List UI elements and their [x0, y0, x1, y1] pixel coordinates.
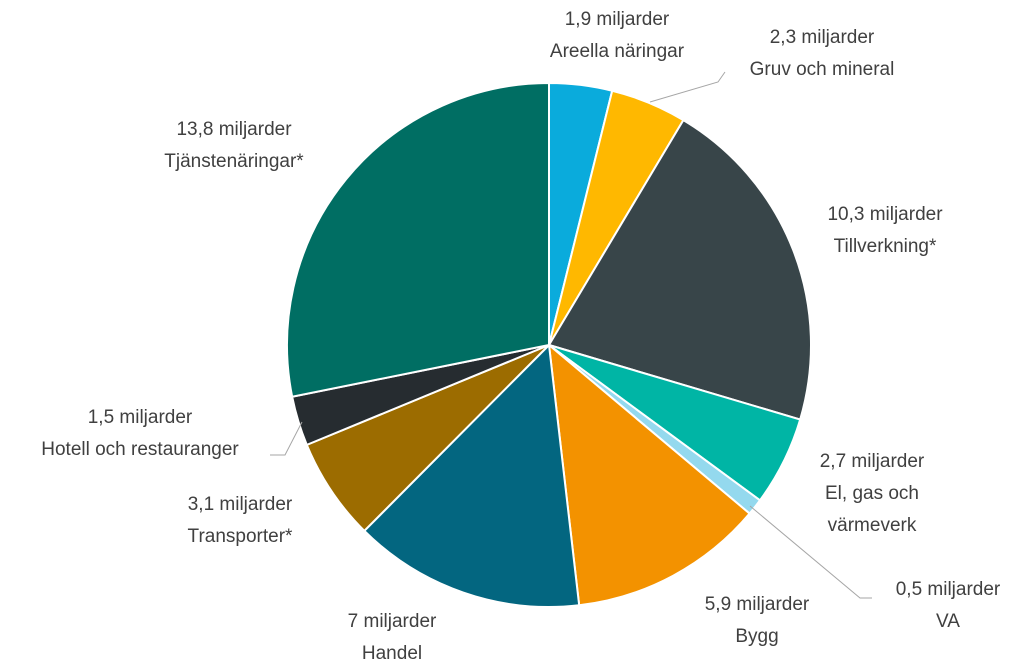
leader-line: [749, 505, 872, 599]
value-label: 0,5 miljarder: [895, 579, 1001, 600]
leader-line: [270, 421, 303, 456]
data-label: 2,7 miljarder El, gas och värmeverk: [797, 446, 947, 542]
value-label: 2,7 miljarder: [819, 451, 925, 472]
category-label: Gruv och mineral: [749, 59, 895, 80]
pie-slice: [547, 342, 751, 607]
category-label: Hotell och restauranger: [41, 439, 239, 460]
data-label: 2,3 miljarder Gruv och mineral: [692, 22, 952, 86]
value-label: 7 miljarder: [347, 611, 437, 632]
category-label: VA: [936, 611, 960, 632]
value-label: 1,9 miljarder: [564, 9, 670, 30]
value-label: 13,8 miljarder: [176, 119, 292, 140]
category-label: El, gas och värmeverk: [825, 483, 919, 536]
category-label: Tillverkning*: [833, 236, 937, 257]
leader-line: [649, 71, 726, 103]
data-label: 5,9 miljarder Bygg: [657, 589, 857, 653]
data-label: 7 miljarder Handel: [292, 606, 492, 670]
value-label: 1,5 miljarder: [87, 407, 193, 428]
value-label: 2,3 miljarder: [769, 27, 875, 48]
data-label: 3,1 miljarder Transporter*: [140, 489, 340, 553]
data-label: 10,3 miljarder Tillverkning*: [755, 199, 1015, 263]
data-label: 0,5 miljarder VA: [848, 574, 1019, 638]
data-label: 1,9 miljarder Areella näringar: [487, 4, 747, 68]
pie-slice: [362, 342, 581, 608]
category-label: Bygg: [735, 626, 779, 647]
category-label: Areella näringar: [549, 41, 685, 62]
value-label: 10,3 miljarder: [827, 204, 943, 225]
pie-slice: [286, 81, 550, 398]
pie-slice: [547, 118, 812, 421]
data-label: 1,5 miljarder Hotell och restauranger: [0, 402, 280, 466]
category-label: Tjänstenäringar*: [164, 151, 304, 172]
category-label: Handel: [361, 643, 423, 664]
value-label: 5,9 miljarder: [704, 594, 810, 615]
category-label: Transporter*: [187, 526, 293, 547]
value-label: 3,1 miljarder: [187, 494, 293, 515]
data-label: 13,8 miljarder Tjänstenäringar*: [104, 114, 364, 178]
